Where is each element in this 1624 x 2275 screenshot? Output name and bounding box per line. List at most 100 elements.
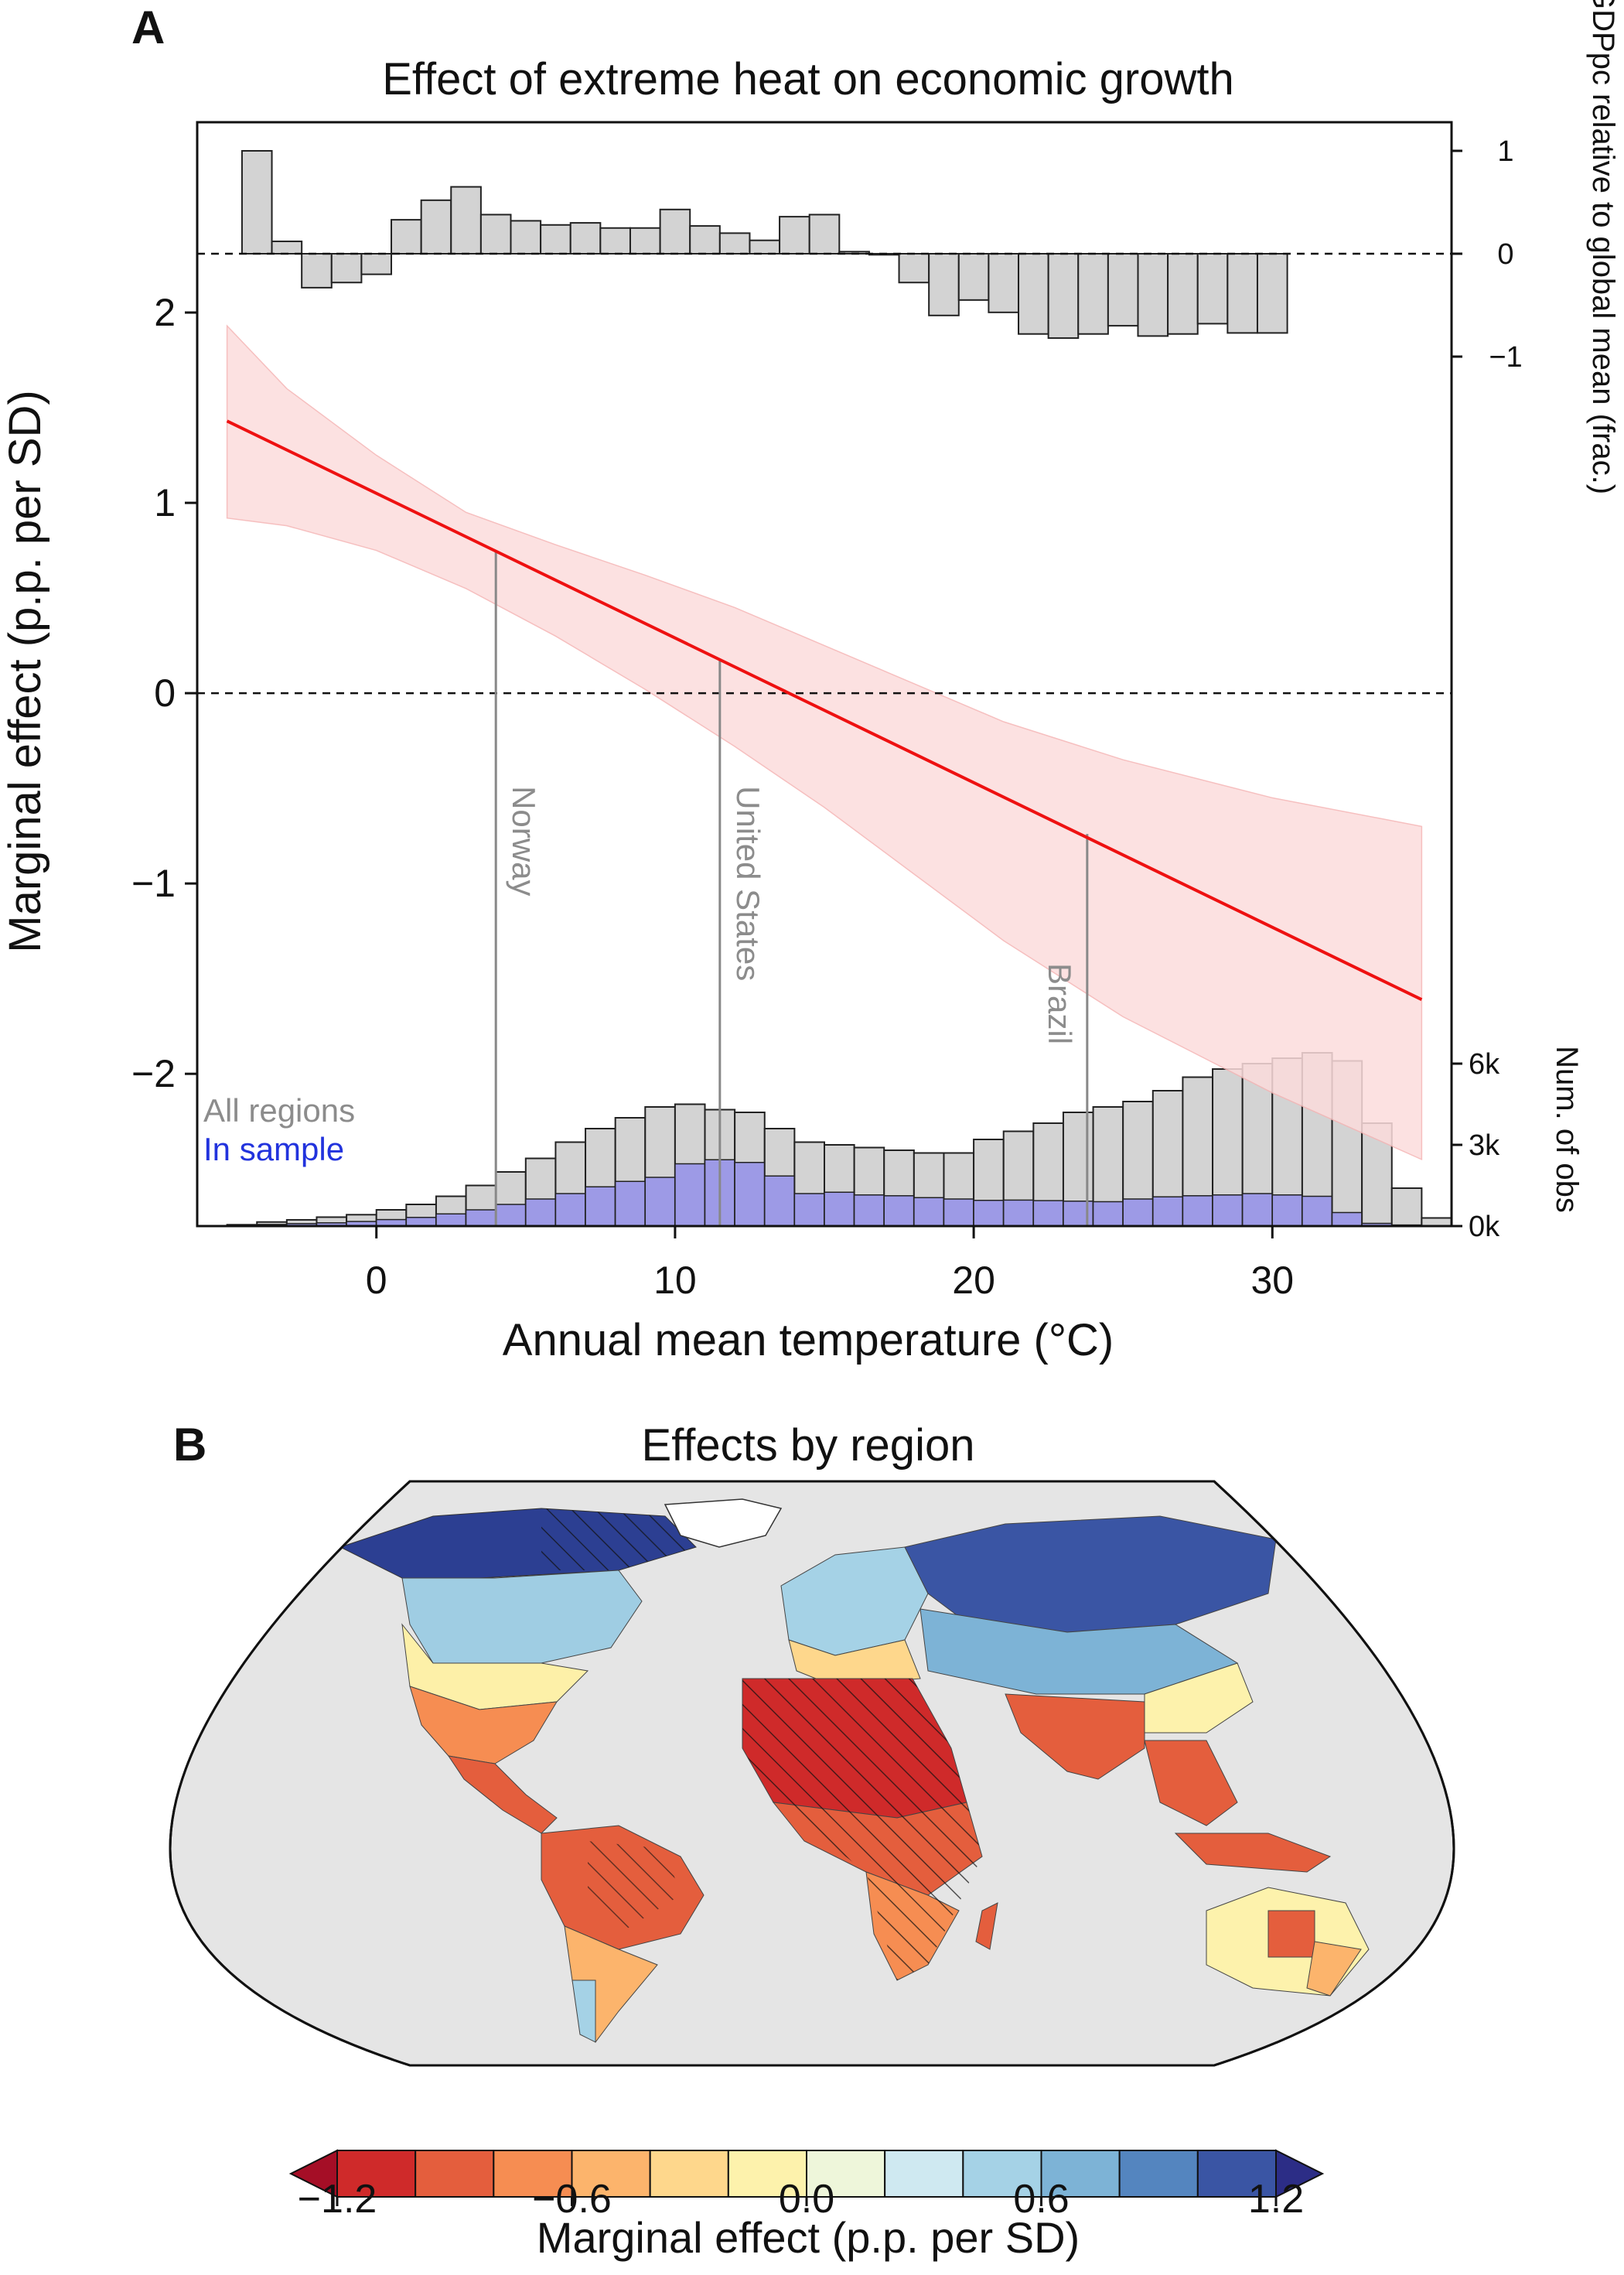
- top-histogram-tick-label: 0: [1497, 238, 1513, 271]
- colorbar-tick-label: 0.6: [1013, 2177, 1069, 2222]
- top-histogram-bar: [391, 219, 422, 254]
- top-histogram-bar: [1256, 253, 1288, 334]
- in-sample-bar: [1063, 1201, 1094, 1227]
- country-label: Norway: [506, 786, 542, 896]
- top-histogram-bar: [808, 213, 841, 254]
- top-histogram-bar: [1018, 253, 1049, 335]
- legend-in-sample: In sample: [203, 1131, 344, 1167]
- region-russia: [904, 1515, 1277, 1633]
- colorbar-label: Marginal effect (p.p. per SD): [537, 2213, 1080, 2262]
- bottom-histogram-tick-label: 6k: [1469, 1048, 1500, 1081]
- x-tick-label: 30: [1250, 1259, 1294, 1302]
- in-sample-bar: [465, 1209, 496, 1227]
- colorbar-segment: [962, 2150, 1042, 2198]
- top-histogram-bar: [718, 232, 751, 254]
- colorbar-segment: [1118, 2150, 1199, 2198]
- top-histogram-bar: [779, 216, 810, 254]
- world-map: [169, 1480, 1455, 2067]
- top-histogram-bar: [928, 253, 960, 316]
- in-sample-bar: [1182, 1195, 1213, 1227]
- in-sample-bar: [853, 1194, 885, 1227]
- top-histogram-bar: [360, 253, 393, 275]
- bottom-histogram-label: Num. of obs: [1550, 1046, 1584, 1213]
- region-africa-hatch: [742, 1679, 982, 1980]
- region-central-america: [447, 1755, 558, 1834]
- all-regions-bar: [1390, 1187, 1423, 1227]
- top-histogram-bar: [1077, 253, 1109, 335]
- in-sample-bar: [554, 1193, 586, 1227]
- top-histogram-bar: [479, 213, 512, 254]
- y-axis-label: Marginal effect (p.p. per SD): [0, 390, 50, 952]
- y-tick-label: −2: [131, 1052, 176, 1095]
- in-sample-bar: [435, 1213, 467, 1227]
- colorbar-segment: [806, 2150, 886, 2198]
- all-regions-bar: [1421, 1217, 1453, 1227]
- top-histogram-bar: [1047, 253, 1080, 340]
- in-sample-bar: [824, 1191, 855, 1227]
- x-tick-label: 10: [653, 1259, 697, 1302]
- colorbar-segment: [336, 2150, 417, 2198]
- top-histogram-bar: [420, 199, 452, 254]
- top-histogram-bar: [1196, 253, 1229, 325]
- top-histogram-bar: [241, 150, 273, 254]
- panel-a: A Effect of extreme heat on economic gro…: [0, 0, 1620, 1365]
- colorbar-segment: [884, 2150, 964, 2198]
- in-sample-bar: [943, 1198, 974, 1227]
- in-sample-bar: [883, 1195, 915, 1227]
- confidence-band: [226, 324, 1423, 1161]
- top-histogram-bar: [1167, 253, 1199, 335]
- top-histogram-bar: [749, 239, 781, 254]
- colorbar-segment: [571, 2150, 651, 2198]
- x-axis-label: Annual mean temperature (°C): [503, 1315, 1114, 1365]
- region-arctic-hatch: [541, 1508, 696, 1570]
- in-sample-bar: [405, 1217, 437, 1227]
- in-sample-bar: [1212, 1194, 1244, 1227]
- in-sample-bar: [1092, 1201, 1124, 1227]
- top-histogram-bar: [540, 224, 571, 255]
- panel-b-label: B: [173, 1419, 206, 1471]
- top-histogram-bar: [450, 186, 482, 254]
- top-histogram-bar: [510, 220, 542, 255]
- x-tick-label: 0: [366, 1259, 387, 1302]
- in-sample-bar: [1302, 1195, 1333, 1227]
- region-southeast-asia: [1144, 1740, 1238, 1826]
- regression-line: [226, 419, 1423, 1002]
- x-tick-label: 20: [952, 1259, 995, 1302]
- top-histogram-bar: [599, 227, 631, 254]
- region-patagonia: [571, 1980, 596, 2043]
- top-histogram-tick-label: −1: [1489, 341, 1522, 374]
- top-histogram-bar: [271, 241, 303, 255]
- y-tick-label: 2: [154, 291, 176, 334]
- colorbar-segment: [493, 2150, 573, 2198]
- top-histogram-bar: [689, 225, 721, 254]
- region-australia-east: [1306, 1941, 1362, 1997]
- in-sample-bar: [973, 1200, 1005, 1227]
- top-histogram-bar: [898, 253, 930, 284]
- top-histogram-bar: [659, 208, 691, 254]
- legend-all-regions: All regions: [203, 1092, 355, 1129]
- in-sample-bar: [764, 1175, 796, 1227]
- top-histogram-bar: [330, 253, 363, 284]
- panel-a-title: Effect of extreme heat on economic growt…: [382, 54, 1234, 104]
- colorbar-tick-label: 1.2: [1248, 2177, 1304, 2222]
- y-tick-label: −1: [131, 862, 176, 905]
- in-sample-bar: [1032, 1200, 1064, 1227]
- in-sample-bar: [793, 1193, 825, 1227]
- top-histogram-bar: [988, 253, 1020, 313]
- region-europe-south: [788, 1639, 921, 1687]
- in-sample-bar: [913, 1197, 945, 1227]
- in-sample-bar: [1271, 1194, 1303, 1227]
- region-amazon-hatch: [588, 1841, 681, 1934]
- top-histogram-tick-label: 1: [1497, 135, 1513, 168]
- in-sample-bar: [525, 1198, 557, 1227]
- in-sample-bar: [734, 1162, 766, 1227]
- top-histogram-bar: [957, 253, 990, 301]
- y-tick-label: 0: [154, 671, 176, 715]
- in-sample-bar: [1331, 1211, 1363, 1227]
- bottom-histogram-tick-label: 0k: [1469, 1211, 1500, 1243]
- colorbar-segment: [649, 2150, 729, 2198]
- region-north-america-canada: [401, 1570, 643, 1664]
- country-label: United States: [730, 786, 766, 981]
